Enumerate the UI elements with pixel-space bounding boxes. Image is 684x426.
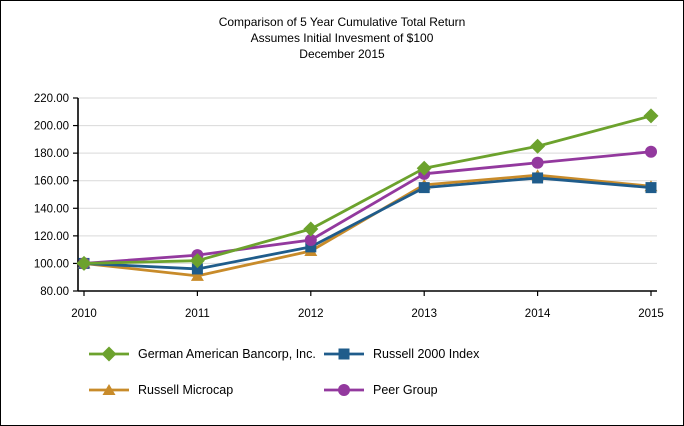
series-german-american-bancorp-inc-diamond-marker (303, 221, 319, 237)
legend-triangle-glyph (102, 384, 116, 395)
legend-marker-diamond-icon (89, 346, 129, 362)
series-russell-2000-index-square-marker (532, 172, 544, 184)
y-axis-tick-label: 160.00 (34, 176, 69, 188)
x-axis-tick-label: 2010 (71, 308, 97, 320)
chart-title-block: Comparison of 5 Year Cumulative Total Re… (1, 14, 683, 62)
legend-item: Peer Group (324, 382, 438, 398)
legend-item: Russell Microcap (89, 382, 233, 398)
series-line-russell-2000-index (83, 176, 652, 271)
legend-label: Russell Microcap (138, 383, 234, 397)
y-axis-tick-label: 180.00 (34, 148, 69, 160)
legend-diamond-glyph (101, 346, 117, 362)
y-axis-tick-label: 100.00 (34, 258, 69, 270)
legend-item: Russell 2000 Index (324, 346, 479, 362)
y-axis-tick-label: 140.00 (34, 203, 69, 215)
series-russell-2000-index-square-marker (305, 241, 317, 253)
legend-label: German American Bancorp, Inc. (138, 347, 316, 361)
series-line-peer-group (83, 150, 652, 265)
x-axis-tick-label: 2013 (411, 308, 437, 320)
legend-marker-square-icon (324, 348, 364, 360)
series-peer-group-circle-marker (531, 156, 544, 169)
series-peer-group-circle-marker (304, 233, 317, 246)
chart-title-line-2: Assumes Initial Invesment of $100 (250, 31, 434, 45)
x-axis-tick-label: 2012 (298, 308, 324, 320)
series-german-american-bancorp-inc-diamond-marker (643, 108, 659, 124)
chart-title-line-3: December 2015 (299, 47, 385, 61)
legend-marker-triangle-icon (89, 384, 129, 395)
legend-marker-circle-icon (324, 384, 364, 396)
y-axis-tick-label: 80.00 (40, 286, 69, 298)
series-line-german-american-bancorp-inc (83, 114, 652, 265)
y-axis-tick-label: 120.00 (34, 231, 69, 243)
y-axis-tick-label: 220.00 (34, 93, 69, 105)
series-peer-group-circle-marker (645, 145, 657, 158)
series-russell-microcap-triangle-marker (190, 269, 204, 281)
x-axis-tick-label: 2011 (185, 308, 210, 320)
legend-circle-glyph (338, 384, 350, 396)
series-russell-2000-index-square-marker (191, 263, 203, 275)
y-axis-tick-label: 200.00 (34, 121, 69, 133)
legend-label: Peer Group (373, 383, 438, 397)
x-axis-tick-label: 2015 (638, 308, 664, 320)
legend-item: German American Bancorp, Inc. (89, 346, 316, 362)
x-axis-tick-label: 2014 (525, 308, 551, 320)
series-russell-2000-index-square-marker (645, 182, 657, 194)
series-german-american-bancorp-inc-diamond-marker (76, 255, 92, 271)
legend-label: Russell 2000 Index (373, 347, 480, 361)
series-german-american-bancorp-inc-diamond-marker (530, 138, 546, 154)
series-german-american-bancorp-inc-diamond-marker (416, 160, 432, 176)
legend-square-glyph (338, 348, 350, 360)
chart-title-line-1: Comparison of 5 Year Cumulative Total Re… (218, 15, 466, 29)
series-russell-2000-index-square-marker (418, 182, 430, 194)
